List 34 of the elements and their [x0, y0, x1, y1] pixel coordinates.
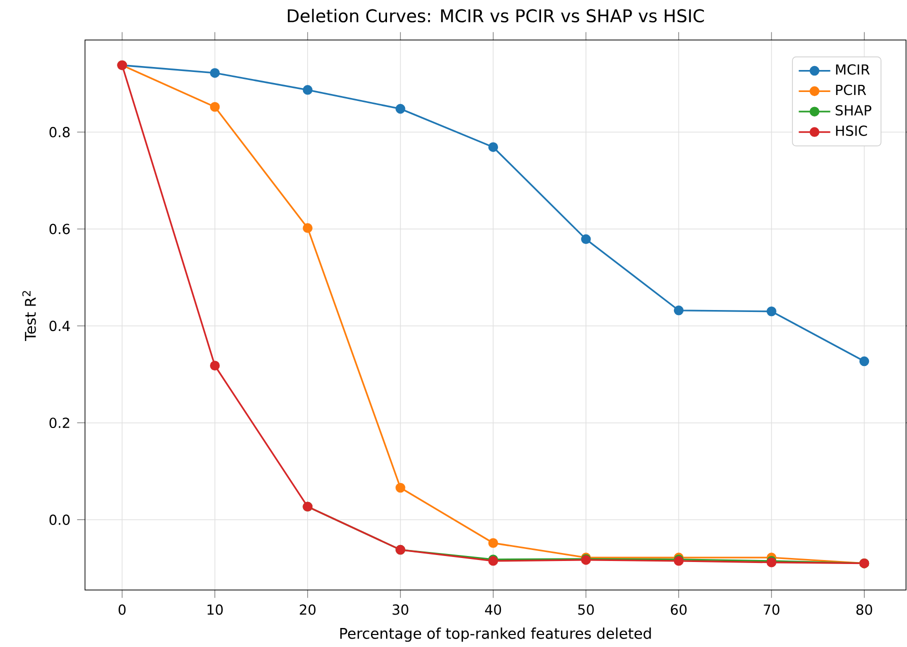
point — [581, 234, 591, 244]
point — [210, 102, 220, 112]
x-axis-title: Percentage of top-ranked features deleted — [340, 628, 651, 642]
legend-label: HSIC — [836, 126, 867, 136]
point — [396, 482, 406, 493]
x-tick-label: 20 — [300, 604, 316, 615]
point — [488, 538, 498, 548]
x-tick-label: 30 — [392, 604, 408, 615]
x-tick-label: 40 — [485, 604, 502, 615]
legend-label: PCIR — [836, 84, 866, 96]
x-tick-label: 80 — [856, 604, 872, 615]
point — [396, 104, 406, 114]
y-axis-title: Test R$^{2}$ — [22, 291, 36, 342]
y-tick-label: 0.6 — [50, 224, 70, 234]
y-tick-label: 0.4 — [50, 320, 70, 332]
point — [674, 306, 684, 316]
point — [766, 306, 776, 316]
y-tick-label: 0.8 — [50, 126, 70, 138]
chart-title: Deletion Curves: MCIR vs PCIR vs SHAP vs HSIC — [288, 8, 704, 22]
y-tick-label: 0.2 — [50, 418, 70, 428]
point — [302, 223, 313, 233]
x-tick-label: 60 — [670, 604, 687, 615]
y-tick-label: 0.0 — [50, 514, 70, 525]
legend-label: MCIR — [836, 64, 870, 75]
point — [210, 360, 220, 371]
x-tick-label: 70 — [764, 604, 780, 615]
point — [210, 68, 220, 78]
point — [859, 356, 870, 366]
x-tick-label: 50 — [578, 604, 594, 615]
point — [302, 85, 313, 95]
legend-label: SHAP — [836, 105, 872, 116]
x-tick-label: 10 — [208, 604, 223, 615]
point — [488, 142, 498, 152]
x-tick-label: 0 — [118, 604, 126, 615]
